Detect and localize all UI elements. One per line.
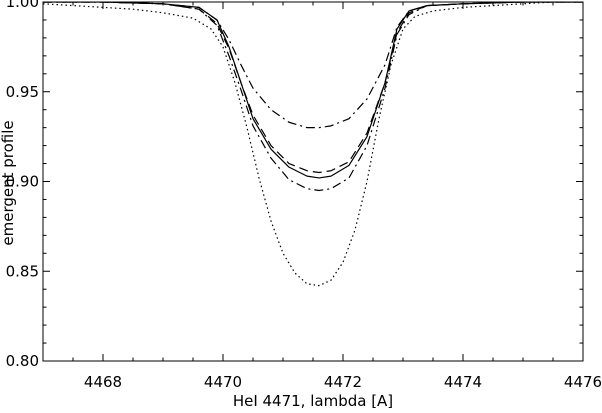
y-tick-label: 0.95 [6, 83, 39, 101]
series-line-2-dashed [43, 2, 583, 174]
x-axis-label: HeI 4471, lambda [A] [233, 392, 393, 410]
x-tick-label: 4468 [84, 373, 122, 391]
series-line-4-dash-dot [43, 2, 583, 129]
y-tick-label: 0.85 [6, 262, 39, 280]
series-line-1-solid [43, 2, 583, 179]
series-line-5-dotted [43, 2, 583, 287]
x-tick-label: 4470 [204, 373, 242, 391]
x-tick-label: 4474 [444, 373, 482, 391]
y-tick-label: 1.00 [6, 0, 39, 11]
x-tick-label: 4472 [324, 373, 362, 391]
x-tick-label: 4476 [564, 373, 602, 391]
y-axis-ticks: 0.80 0.85 0.90 0.95 1.00 [6, 0, 583, 370]
plot-frame [42, 1, 584, 362]
series-layer [43, 2, 583, 287]
series-line-3-dash-dot [43, 2, 583, 192]
y-axis-label: emergent profile [0, 120, 17, 245]
y-tick-label: 0.80 [6, 352, 39, 370]
y-tick-label: 0.90 [6, 173, 39, 191]
x-axis-ticks: 4468 4470 4472 4474 4476 [42, 2, 602, 391]
